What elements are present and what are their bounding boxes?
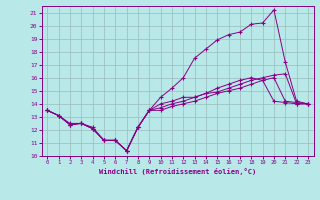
X-axis label: Windchill (Refroidissement éolien,°C): Windchill (Refroidissement éolien,°C) xyxy=(99,168,256,175)
